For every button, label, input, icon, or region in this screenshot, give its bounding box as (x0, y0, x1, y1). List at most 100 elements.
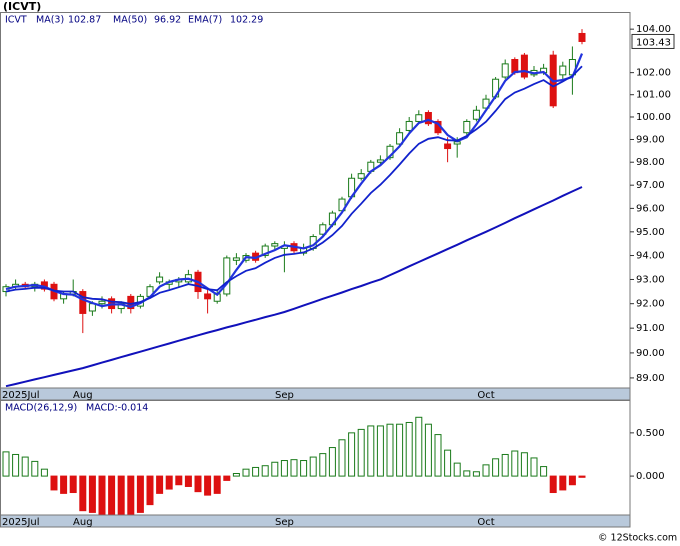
price-plot (2, 29, 586, 388)
candle-body (463, 120, 471, 134)
macd-bar (520, 452, 528, 477)
macd-bar (136, 475, 144, 513)
macd-bar (194, 475, 202, 493)
macd-bar (357, 428, 365, 477)
macd-bar (434, 434, 442, 477)
candle-body (319, 224, 327, 235)
y-tick-label: 91.00 (636, 323, 665, 334)
macd-bar (472, 471, 480, 477)
ma-line (5, 53, 584, 308)
candle-body (578, 32, 586, 42)
y-tick-label: 104.00 (636, 24, 671, 35)
ma-line (5, 65, 583, 305)
macd-bar (396, 423, 404, 477)
x-tick-label: Oct (477, 390, 494, 401)
candle-body (472, 109, 480, 120)
macd-bar (424, 423, 432, 477)
candle-body (396, 132, 404, 145)
date-band (0, 387, 631, 401)
ma-line (5, 186, 583, 388)
macd-bar (175, 475, 183, 486)
macd-bar (223, 475, 231, 481)
macd-bar (117, 475, 125, 515)
macd-bar (261, 465, 269, 477)
last-price-label: 103.43 (636, 37, 671, 48)
macd-bar (290, 459, 298, 477)
y-tick-label: 100.00 (636, 112, 671, 123)
candle-body (232, 257, 240, 261)
candle-body (424, 112, 432, 125)
macd-bar (568, 475, 576, 486)
macd-bar (252, 466, 260, 477)
macd-bar (348, 432, 356, 477)
macd-bar (213, 475, 221, 494)
candle-body (482, 98, 490, 109)
x-tick-label: Aug (73, 517, 93, 528)
legend-value: 102.29 (230, 15, 263, 26)
legend-value: 102.87 (68, 15, 101, 26)
candle-body (98, 300, 106, 305)
macd-bar (271, 461, 279, 477)
macd-bar (376, 425, 384, 477)
macd-bar (280, 460, 288, 477)
macd-bar (50, 475, 58, 491)
macd-bar (79, 475, 87, 512)
x-tick-label: Sep (275, 517, 294, 528)
candle-body (79, 291, 87, 314)
legend-label: EMA(7) (188, 15, 222, 26)
candle-body (405, 120, 413, 131)
macd-bar (127, 475, 135, 515)
macd-bar (453, 462, 461, 477)
candle-body (204, 293, 212, 300)
macd-bar (21, 456, 29, 477)
candle-body (271, 243, 279, 247)
footer: © 12Stocks.com (598, 533, 677, 544)
candle-body (261, 245, 269, 257)
macd-bar (232, 472, 240, 477)
macd-bar (242, 468, 250, 477)
last-price-box (631, 33, 675, 49)
macd-bar (2, 451, 10, 477)
macd-bar (482, 464, 490, 477)
candle-body (559, 65, 567, 76)
legend-value: 96.92 (154, 15, 181, 26)
x-tick-label: 2025Jul (2, 517, 40, 528)
macd-bar (184, 475, 192, 487)
axes: 89.00 90.00 91.00 92.00 93.00 94.00 95.00 96.00… (2, 24, 675, 528)
y-tick-label: 0.000 (636, 471, 665, 482)
macd-bar (60, 475, 68, 494)
candle-body (415, 114, 423, 122)
legend-label: MA(50) (113, 15, 147, 26)
macd-bar (319, 453, 327, 477)
y-tick-label: 92.00 (636, 299, 665, 310)
macd-bar (88, 475, 96, 513)
candle-body (156, 276, 164, 283)
x-tick-label: Oct (477, 517, 494, 528)
macd-bar (338, 439, 346, 477)
y-tick-label: 101.00 (636, 90, 671, 101)
macd-bar (204, 475, 212, 496)
macd-bar (559, 475, 567, 491)
x-tick-label: Sep (275, 390, 294, 401)
y-tick-label: 90.00 (636, 348, 665, 359)
macd-plot (2, 416, 586, 515)
candle-body (501, 63, 509, 78)
macd-bar (108, 475, 116, 515)
macd-title: MACD(26,12,9) (5, 403, 77, 414)
macd-bar (444, 449, 452, 477)
legend-symbol: ICVT (5, 15, 27, 26)
y-tick-label: 0.500 (636, 428, 665, 439)
macd-bar (300, 460, 308, 477)
candle-body (357, 173, 365, 179)
macd-bar (146, 475, 154, 506)
macd-bar (511, 450, 519, 477)
macd-bar (405, 421, 413, 477)
macd-bar (415, 416, 423, 477)
legend-label: MA(3) (36, 15, 64, 26)
macd-bar (540, 466, 548, 477)
candle-body (520, 54, 528, 78)
macd-bar (328, 447, 336, 477)
macd-bar (156, 475, 164, 494)
macd-bar (501, 453, 509, 477)
